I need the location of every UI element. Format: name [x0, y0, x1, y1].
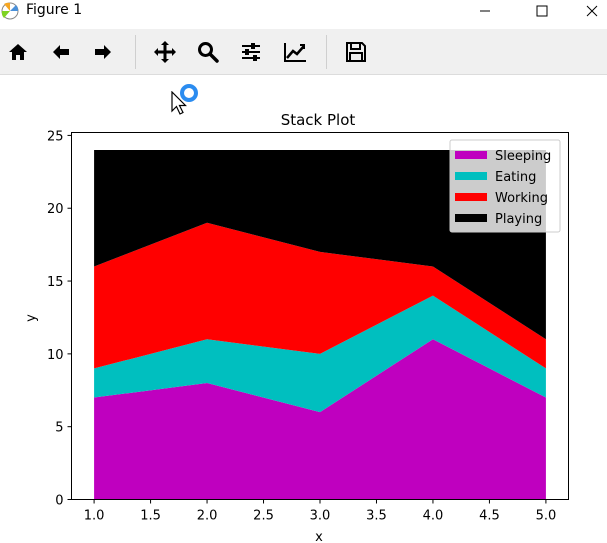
chart-title: Stack Plot	[281, 111, 356, 129]
legend-box	[449, 139, 561, 233]
y-tick-label: 20	[47, 202, 64, 217]
pan-button[interactable]	[150, 37, 180, 67]
back-button[interactable]	[46, 37, 76, 67]
y-tick-label: 5	[55, 421, 63, 436]
chart-figure: Stack Plot 1.0 1.5 2.0 2.5 3.0 3.5 4.0 4.5 5.0 0…	[24, 111, 569, 543]
arrow-right-icon	[95, 45, 111, 59]
mouse-pointer-icon	[171, 90, 191, 117]
legend-swatch	[455, 193, 487, 201]
close-button[interactable]	[576, 0, 607, 22]
y-tick-label: 0	[55, 494, 63, 509]
x-tick-label: 3.5	[366, 509, 387, 524]
maximize-icon	[536, 5, 548, 17]
home-icon	[9, 44, 27, 60]
x-axis-label: x	[315, 530, 323, 543]
legend-label: Eating	[495, 170, 536, 185]
x-tick-label: 4.0	[423, 509, 444, 524]
matplotlib-icon	[0, 1, 20, 21]
forward-button[interactable]	[88, 37, 118, 67]
floppy-icon	[346, 42, 366, 62]
toolbar-separator	[326, 35, 327, 69]
chart-legend: Sleeping Eating Working Playing	[449, 139, 561, 233]
line-chart-icon	[284, 43, 306, 62]
minimize-button[interactable]	[462, 0, 508, 22]
magnifier-icon	[198, 42, 219, 63]
title-bar: Figure 1	[0, 0, 607, 22]
x-tick-label: 1.0	[84, 509, 105, 524]
legend-label: Working	[495, 191, 548, 206]
area-playing	[94, 149, 546, 340]
legend-swatch	[455, 172, 487, 180]
zoom-button[interactable]	[193, 37, 223, 67]
area-sleeping	[94, 339, 546, 500]
legend-swatch	[455, 214, 487, 222]
y-tick-label: 10	[47, 348, 64, 363]
y-tick-label: 15	[47, 275, 64, 290]
subplots-button[interactable]	[236, 37, 266, 67]
plot-area	[94, 149, 546, 500]
x-tick-label: 4.5	[479, 509, 500, 524]
x-tick-label: 3.0	[310, 509, 331, 524]
navigation-toolbar	[0, 29, 607, 75]
y-axis: 0 5 10 15 20 25	[47, 129, 72, 509]
legend-swatch	[455, 151, 487, 159]
arrow-left-icon	[53, 45, 69, 59]
minimize-icon	[480, 10, 490, 12]
y-tick-label: 25	[47, 129, 64, 144]
save-button[interactable]	[341, 37, 371, 67]
y-axis-label: y	[24, 314, 39, 322]
sliders-icon	[242, 43, 260, 61]
move-icon	[154, 41, 176, 63]
x-tick-label: 2.0	[197, 509, 218, 524]
toolbar-separator	[135, 35, 136, 69]
maximize-button[interactable]	[519, 0, 565, 22]
close-icon	[586, 5, 597, 17]
window-title: Figure 1	[26, 2, 83, 18]
busy-spinner-icon	[178, 82, 200, 104]
home-button[interactable]	[3, 37, 33, 67]
customize-button[interactable]	[280, 37, 310, 67]
x-axis: 1.0 1.5 2.0 2.5 3.0 3.5 4.0 4.5 5.0	[84, 499, 557, 524]
x-tick-label: 1.5	[140, 509, 161, 524]
legend-label: Sleeping	[495, 149, 551, 164]
legend-label: Playing	[495, 212, 542, 227]
area-working	[94, 222, 546, 369]
x-tick-label: 2.5	[253, 509, 274, 524]
x-tick-label: 5.0	[536, 509, 557, 524]
